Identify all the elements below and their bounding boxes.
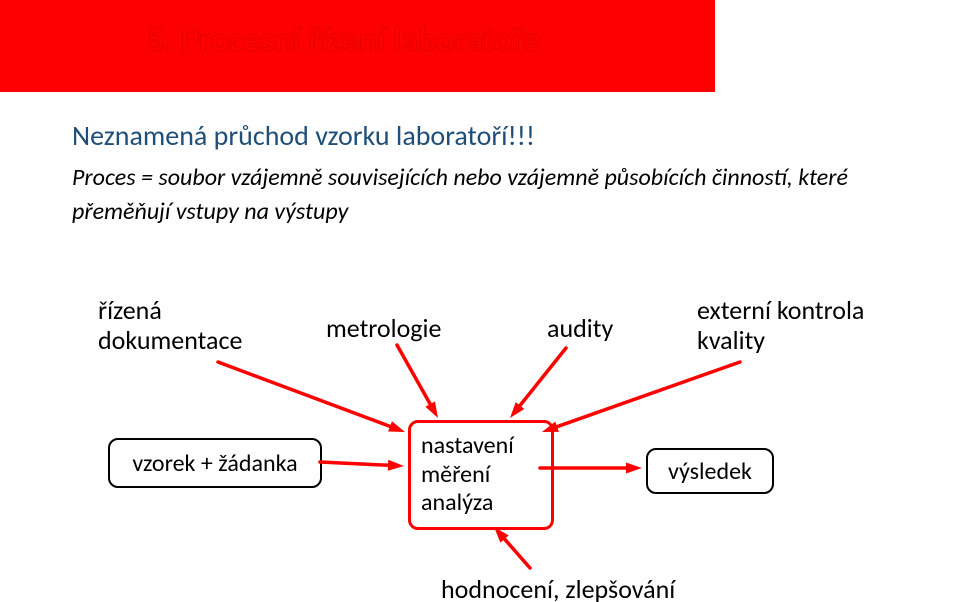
arrow-hodnoceni-to-center-line: [500, 534, 530, 568]
label-metrologie: metrologie: [326, 312, 441, 344]
label-audity: audity: [547, 312, 613, 344]
box-vysledek: výsledek: [646, 448, 774, 494]
header-title: 5. Procesní řízení laboratoře: [147, 20, 541, 61]
box-center-l2: měření: [421, 461, 551, 490]
box-vzorek-zadanka: vzorek + žádanka: [108, 438, 322, 488]
arrow-vzorek-to-center-line: [320, 462, 394, 466]
box-nastaveni-mereni-analyza: nastavení měření analýza: [408, 420, 554, 530]
label-rizena-dokumentace-l2: dokumentace: [98, 326, 242, 356]
box-center-l3: analýza: [421, 489, 551, 518]
arrow-dokumentace-to-center-head: [388, 421, 405, 432]
process-definition-line1: Proces = soubor vzájemně souvisejících n…: [72, 163, 848, 192]
slide-canvas: 5. Procesní řízení laboratoře Neznamená …: [0, 0, 960, 602]
arrow-audity-to-center-line: [516, 348, 566, 411]
label-rizena-dokumentace-l1: řízená: [98, 296, 242, 326]
box-vysledek-text: výsledek: [668, 457, 752, 486]
arrow-externi-to-center-line: [551, 362, 740, 429]
label-externi-l1: externí kontrola: [697, 296, 864, 326]
label-rizena-dokumentace: řízená dokumentace: [98, 296, 242, 356]
arrow-metrologie-to-center-line: [397, 345, 433, 410]
box-vzorek-zadanka-text: vzorek + žádanka: [132, 449, 297, 478]
label-externi-kontrola-kvality: externí kontrola kvality: [697, 296, 864, 356]
subtitle: Neznamená průchod vzorku laboratoří!!!: [72, 118, 535, 153]
arrow-center-to-vysledek-head: [626, 463, 642, 474]
arrow-vzorek-to-center-head: [388, 460, 404, 471]
arrow-audity-to-center-head: [510, 402, 524, 418]
arrow-dokumentace-to-center-line: [218, 362, 396, 429]
box-center-l1: nastavení: [421, 432, 551, 461]
label-externi-l2: kvality: [697, 326, 864, 356]
arrow-metrologie-to-center-head: [425, 401, 438, 418]
label-hodnoceni-zlepsovani: hodnocení, zlepšování: [441, 573, 675, 602]
process-definition-line2: přeměňují vstupy na výstupy: [72, 197, 348, 226]
